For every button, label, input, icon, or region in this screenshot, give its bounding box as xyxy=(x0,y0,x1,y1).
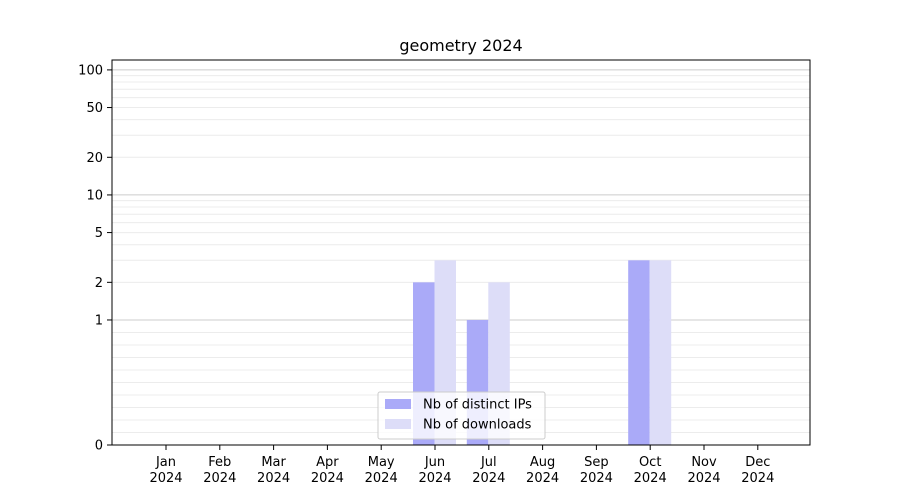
legend-label: Nb of distinct IPs xyxy=(423,398,532,413)
x-tick-label-year: 2024 xyxy=(418,471,451,486)
y-axis: 0 1 2 5 10 20 50 100 xyxy=(78,63,112,454)
x-tick-label-month: Jun xyxy=(424,455,445,470)
grid-lines xyxy=(112,69,810,433)
y-tick-label: 2 xyxy=(95,276,103,291)
x-tick-label-month: Mar xyxy=(261,455,286,470)
bar-downloads xyxy=(649,260,672,445)
x-tick-label-year: 2024 xyxy=(311,471,344,486)
x-tick-label-year: 2024 xyxy=(149,471,182,486)
x-tick-label-month: May xyxy=(368,455,395,470)
x-tick-label-year: 2024 xyxy=(526,471,559,486)
y-tick-label: 100 xyxy=(78,63,103,78)
x-tick-label-month: Dec xyxy=(745,455,770,470)
x-axis: Jan2024Feb2024Mar2024Apr2024May2024Jun20… xyxy=(149,445,774,486)
bar-distinct-ips xyxy=(628,260,650,445)
x-tick-label-year: 2024 xyxy=(203,471,236,486)
x-tick-label-year: 2024 xyxy=(634,471,667,486)
x-tick-label-year: 2024 xyxy=(580,471,613,486)
x-tick-label-month: Jan xyxy=(155,455,176,470)
x-tick-label-year: 2024 xyxy=(257,471,290,486)
x-tick-label-year: 2024 xyxy=(741,471,774,486)
legend-swatch xyxy=(385,419,411,429)
chart-title: geometry 2024 xyxy=(399,36,522,55)
x-tick-label-month: Aug xyxy=(530,455,555,470)
x-tick-label-year: 2024 xyxy=(687,471,720,486)
legend: Nb of distinct IPs Nb of downloads xyxy=(377,391,546,440)
y-tick-label: 20 xyxy=(86,151,103,166)
x-tick-label-month: Sep xyxy=(584,455,609,470)
y-tick-label: 50 xyxy=(86,101,103,116)
x-tick-label-month: Apr xyxy=(316,455,339,470)
x-tick-label-month: Feb xyxy=(208,455,231,470)
x-tick-label-month: Jul xyxy=(480,455,497,470)
x-tick-label-year: 2024 xyxy=(472,471,505,486)
legend-box xyxy=(377,391,546,440)
x-tick-label-month: Oct xyxy=(639,455,661,470)
y-tick-label: 5 xyxy=(95,226,103,241)
y-tick-label: 10 xyxy=(86,188,103,203)
plot-frame xyxy=(111,59,811,446)
y-tick-label: 1 xyxy=(95,313,103,328)
legend-swatch xyxy=(385,399,411,409)
legend-label: Nb of downloads xyxy=(423,418,532,433)
x-tick-label-month: Nov xyxy=(691,455,717,470)
x-tick-label-year: 2024 xyxy=(365,471,398,486)
y-tick-label: 0 xyxy=(95,439,103,454)
